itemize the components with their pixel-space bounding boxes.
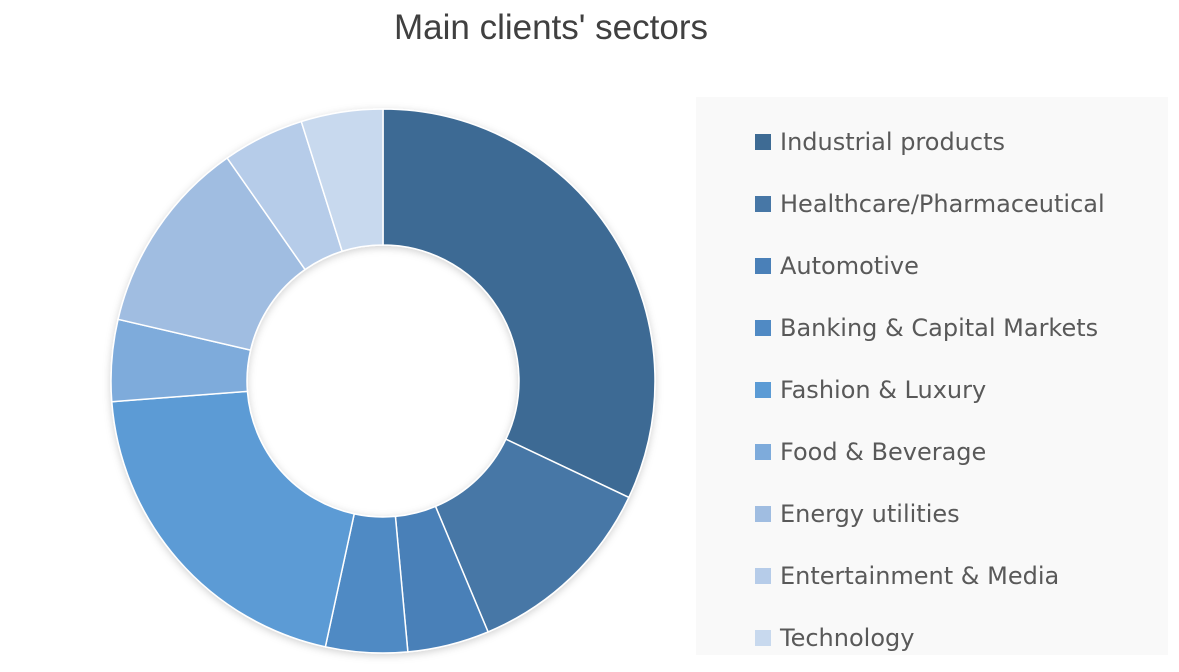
legend-label: Food & Beverage [780, 438, 987, 466]
legend-label: Fashion & Luxury [780, 376, 987, 404]
donut-slice-1 [382, 108, 656, 499]
legend-item: Industrial products [696, 111, 1168, 173]
donut-chart [110, 108, 656, 654]
legend-swatch [755, 134, 771, 150]
donut-slice-9 [300, 108, 384, 253]
legend-item: Food & Beverage [696, 421, 1168, 483]
legend-item: Technology [696, 607, 1168, 669]
legend-swatch [755, 382, 771, 398]
legend-swatch [755, 506, 771, 522]
legend-swatch [755, 568, 771, 584]
legend-item: Healthcare/Pharmaceutical [696, 173, 1168, 235]
legend-label: Technology [780, 624, 915, 652]
legend-swatch [755, 320, 771, 336]
legend-label: Healthcare/Pharmaceutical [780, 190, 1105, 218]
legend-label: Entertainment & Media [780, 562, 1060, 590]
legend-label: Industrial products [780, 128, 1005, 156]
legend-swatch [755, 258, 771, 274]
chart-legend: Industrial products Healthcare/Pharmaceut… [696, 97, 1168, 655]
legend-item: Entertainment & Media [696, 545, 1168, 607]
legend-item: Energy utilities [696, 483, 1168, 545]
legend-swatch [755, 196, 771, 212]
legend-label: Energy utilities [780, 500, 960, 528]
legend-item: Banking & Capital Markets [696, 297, 1168, 359]
legend-item: Automotive [696, 235, 1168, 297]
legend-label: Banking & Capital Markets [780, 314, 1099, 342]
chart-title: Main clients' sectors [393, 8, 708, 47]
donut-slice-5 [110, 390, 356, 648]
legend-swatch [755, 630, 771, 646]
legend-label: Automotive [780, 252, 919, 280]
legend-swatch [755, 444, 771, 460]
legend-item: Fashion & Luxury [696, 359, 1168, 421]
